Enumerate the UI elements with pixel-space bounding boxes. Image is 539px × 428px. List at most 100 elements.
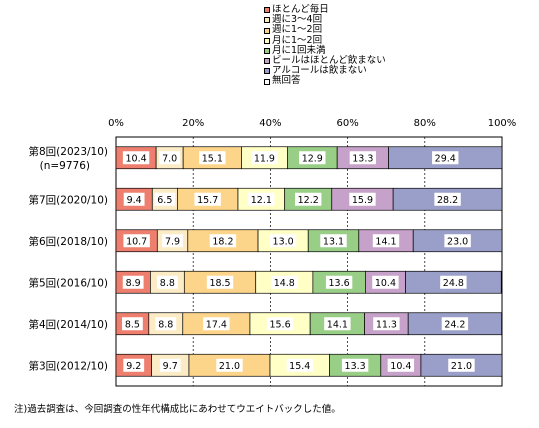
value-label: 15.7 — [197, 195, 218, 206]
category-label: 第3回(2012/10) — [29, 359, 109, 372]
x-tick-label: 20% — [182, 118, 204, 129]
value-label: 21.0 — [219, 361, 240, 372]
value-label-bg — [206, 275, 234, 289]
value-label: 15.1 — [202, 153, 223, 164]
value-label-bg — [286, 358, 313, 372]
category-label: 第7回(2020/10) — [29, 193, 109, 206]
x-tick-label: 100% — [488, 118, 517, 129]
value-label: 29.4 — [435, 153, 456, 164]
value-label-bg — [251, 151, 278, 165]
value-label: 13.0 — [273, 236, 294, 247]
legend-item: ほとんど毎日 — [264, 4, 386, 15]
value-label: 15.9 — [352, 195, 373, 206]
value-label-bg — [216, 358, 243, 372]
value-label: 12.2 — [298, 195, 319, 206]
value-label: 24.2 — [444, 319, 465, 330]
x-tick-label: 40% — [259, 118, 281, 129]
value-label-bg — [349, 151, 377, 165]
value-label: 12.9 — [302, 153, 323, 164]
value-label-bg — [159, 151, 181, 165]
value-label: 9.4 — [127, 195, 142, 206]
category-label: 第4回(2014/10) — [29, 318, 109, 331]
value-label-bg — [440, 275, 467, 289]
legend-swatch — [264, 47, 270, 54]
legend-item: ビールはほとんど飲まない — [264, 55, 386, 67]
legend-label: 週に1～2回 — [272, 24, 323, 36]
value-label-bg — [266, 317, 294, 331]
value-label: 8.9 — [126, 278, 141, 289]
value-label-bg — [295, 192, 322, 206]
value-label-bg — [434, 192, 461, 206]
category-label: 第6回(2018/10) — [29, 235, 109, 248]
value-label-bg — [372, 234, 400, 248]
value-label: 7.9 — [165, 236, 180, 247]
value-label: 10.7 — [126, 236, 147, 247]
value-label-bg — [324, 317, 351, 331]
value-label-bg — [155, 317, 177, 331]
value-label: 15.4 — [289, 361, 310, 372]
legend-label: 週に3～4回 — [272, 14, 323, 26]
legend-swatch — [264, 27, 270, 34]
footnote: 注)過去調査は、今回調査の性年代構成比にあわせてウエイトバックした値。 — [14, 404, 341, 415]
value-label: 13.3 — [352, 153, 373, 164]
value-label: 9.2 — [126, 361, 141, 372]
legend-swatch — [264, 17, 270, 24]
value-label-bg — [194, 192, 221, 206]
value-label: 10.4 — [125, 153, 146, 164]
value-label: 13.1 — [323, 236, 344, 247]
value-label: 17.4 — [206, 319, 227, 330]
value-label-bg — [122, 317, 143, 331]
value-label-bg — [203, 317, 230, 331]
value-label: 9.7 — [163, 361, 178, 372]
value-label: 14.1 — [375, 236, 396, 247]
x-tick-label: 60% — [336, 118, 358, 129]
legend-swatch — [264, 37, 270, 44]
value-label-bg — [372, 275, 399, 289]
value-label-bg — [341, 358, 369, 372]
value-label: 14.8 — [274, 278, 295, 289]
legend-item: 月に1回未満 — [264, 44, 386, 56]
value-label: 13.6 — [329, 278, 350, 289]
legend-item: 週に3～4回 — [264, 14, 386, 26]
value-label-bg — [269, 234, 297, 248]
value-label-bg — [199, 151, 226, 165]
legend-item: アルコールは飲まない — [264, 66, 386, 76]
category-label: 第5回(2016/10) — [29, 276, 109, 289]
legend-swatch — [264, 78, 270, 85]
legend-label: 月に1～2回 — [272, 34, 323, 46]
legend-label: アルコールは飲まない — [272, 65, 367, 77]
value-label-bg — [209, 234, 237, 248]
value-label-bg — [448, 358, 475, 372]
legend: ほとんど毎日 週に3～4回 週に1～2回 月に1～2回 月に1回未満 ビールはほとんど飲ま… — [264, 4, 386, 87]
legend-label: 月に1回未満 — [272, 44, 326, 56]
value-label-bg — [123, 192, 145, 206]
value-label-bg — [441, 317, 469, 331]
category-label: 第8回(2023/10) — [29, 145, 109, 158]
value-label: 12.1 — [251, 195, 272, 206]
value-label: 18.5 — [209, 278, 230, 289]
value-label: 21.0 — [451, 361, 472, 372]
value-label-bg — [299, 151, 326, 165]
value-label: 10.4 — [390, 361, 411, 372]
value-label: 24.8 — [443, 278, 464, 289]
value-label-bg — [248, 192, 275, 206]
value-label-bg — [154, 192, 176, 206]
value-label: 6.5 — [157, 195, 172, 206]
x-tick-label: 80% — [414, 118, 436, 129]
value-label: 28.2 — [437, 195, 458, 206]
value-label-bg — [156, 275, 178, 289]
plot-frame — [115, 136, 503, 387]
value-label: 14.1 — [327, 319, 348, 330]
value-label-bg — [320, 234, 347, 248]
x-tick-label: 0% — [108, 118, 124, 129]
value-label: 10.4 — [375, 278, 396, 289]
legend-label: ビールはほとんど飲まない — [272, 55, 386, 67]
value-label: 23.0 — [447, 236, 468, 247]
value-label-bg — [325, 275, 353, 289]
value-label-bg — [373, 317, 400, 331]
legend-item: 月に1～2回 — [264, 34, 386, 46]
value-label-bg — [162, 234, 183, 248]
legend-swatch — [264, 7, 270, 14]
value-label: 15.6 — [269, 319, 290, 330]
value-label-bg — [159, 358, 181, 372]
